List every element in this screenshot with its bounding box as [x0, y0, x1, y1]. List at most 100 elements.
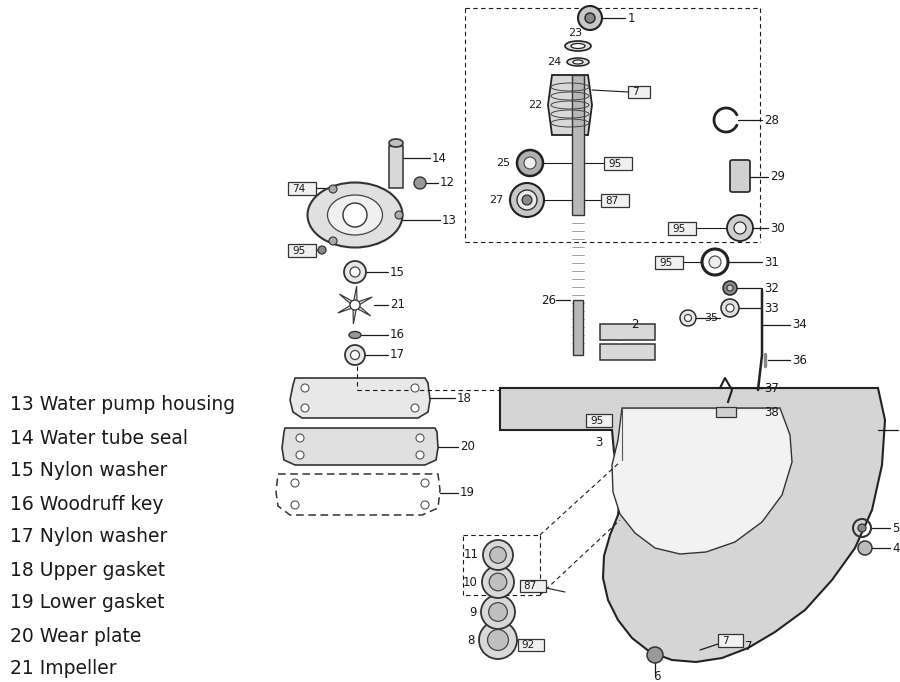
Text: 35: 35: [704, 313, 718, 323]
Text: 19 Lower gasket: 19 Lower gasket: [10, 593, 165, 612]
Polygon shape: [353, 308, 356, 324]
Circle shape: [318, 246, 326, 254]
Circle shape: [858, 541, 872, 555]
Text: 17 Nylon washer: 17 Nylon washer: [10, 527, 167, 546]
Circle shape: [421, 479, 429, 487]
Circle shape: [414, 177, 426, 189]
Text: 15: 15: [390, 265, 405, 278]
Text: 95: 95: [292, 246, 305, 256]
Circle shape: [517, 190, 537, 210]
Ellipse shape: [308, 183, 402, 248]
Text: 87: 87: [605, 196, 618, 206]
Text: 5: 5: [892, 522, 899, 535]
Bar: [288, 182, 316, 195]
Text: 24: 24: [547, 57, 561, 67]
Circle shape: [291, 501, 299, 509]
Circle shape: [490, 573, 507, 591]
Ellipse shape: [573, 60, 583, 64]
Text: 92: 92: [521, 640, 535, 650]
Circle shape: [723, 281, 737, 295]
Text: 33: 33: [764, 301, 778, 314]
Text: 20 Wear plate: 20 Wear plate: [10, 627, 141, 645]
Ellipse shape: [349, 331, 361, 338]
Polygon shape: [548, 75, 592, 135]
Text: 6: 6: [653, 670, 661, 682]
Circle shape: [489, 603, 508, 621]
Bar: [600, 344, 655, 360]
Text: 16 Woodruff key: 16 Woodruff key: [10, 494, 164, 514]
Circle shape: [329, 237, 337, 245]
Bar: [655, 256, 683, 269]
Bar: [604, 157, 632, 170]
Circle shape: [727, 215, 753, 241]
Bar: [718, 634, 743, 647]
Polygon shape: [290, 378, 430, 418]
Circle shape: [350, 267, 360, 277]
Polygon shape: [339, 294, 353, 304]
Text: 22: 22: [527, 100, 542, 110]
Polygon shape: [357, 297, 373, 305]
Circle shape: [522, 195, 532, 205]
Text: 11: 11: [464, 548, 479, 561]
Ellipse shape: [328, 195, 382, 235]
Polygon shape: [338, 305, 353, 313]
Circle shape: [726, 304, 734, 312]
Text: 7: 7: [632, 87, 639, 97]
Bar: [628, 86, 650, 98]
Text: 10: 10: [464, 576, 478, 589]
Circle shape: [411, 404, 419, 412]
Polygon shape: [612, 408, 792, 554]
Polygon shape: [500, 388, 885, 662]
Text: 13: 13: [442, 213, 457, 226]
Circle shape: [490, 547, 506, 563]
Bar: [586, 414, 612, 427]
Circle shape: [350, 300, 360, 310]
Circle shape: [685, 314, 691, 321]
Bar: [572, 75, 584, 215]
Bar: [668, 222, 696, 235]
Bar: [716, 407, 736, 417]
Circle shape: [510, 183, 544, 217]
Text: 9: 9: [470, 606, 477, 619]
Polygon shape: [282, 428, 438, 465]
Text: 7: 7: [745, 640, 752, 653]
Text: 26: 26: [541, 293, 556, 306]
Text: 14 Water tube seal: 14 Water tube seal: [10, 428, 188, 447]
Text: 28: 28: [764, 113, 778, 126]
Text: 16: 16: [390, 329, 405, 342]
Text: 13 Water pump housing: 13 Water pump housing: [10, 396, 235, 415]
Text: 25: 25: [496, 158, 510, 168]
Text: 15 Nylon washer: 15 Nylon washer: [10, 462, 167, 481]
Text: 20: 20: [460, 441, 475, 454]
Text: 23: 23: [568, 28, 582, 38]
Circle shape: [416, 434, 424, 442]
Ellipse shape: [571, 44, 585, 48]
Text: 21 Impeller: 21 Impeller: [10, 659, 117, 679]
Circle shape: [578, 6, 602, 30]
Text: 32: 32: [764, 282, 778, 295]
Circle shape: [524, 157, 536, 169]
Circle shape: [296, 451, 304, 459]
Text: 31: 31: [764, 256, 778, 269]
Circle shape: [858, 524, 866, 532]
Text: 95: 95: [590, 416, 603, 426]
Text: 30: 30: [770, 222, 785, 235]
Text: 18 Upper gasket: 18 Upper gasket: [10, 561, 165, 580]
Circle shape: [517, 150, 543, 176]
Text: 27: 27: [489, 195, 503, 205]
Bar: [288, 244, 316, 257]
Circle shape: [734, 222, 746, 234]
Circle shape: [301, 384, 309, 392]
Circle shape: [345, 345, 365, 365]
Polygon shape: [357, 306, 371, 316]
Text: 7: 7: [722, 636, 729, 646]
Text: 29: 29: [770, 170, 785, 183]
Text: 2: 2: [631, 318, 639, 331]
Circle shape: [416, 451, 424, 459]
Bar: [573, 300, 583, 355]
Text: 21: 21: [390, 299, 405, 312]
Circle shape: [721, 299, 739, 317]
Circle shape: [291, 479, 299, 487]
Circle shape: [488, 629, 508, 651]
Text: 74: 74: [292, 184, 305, 194]
